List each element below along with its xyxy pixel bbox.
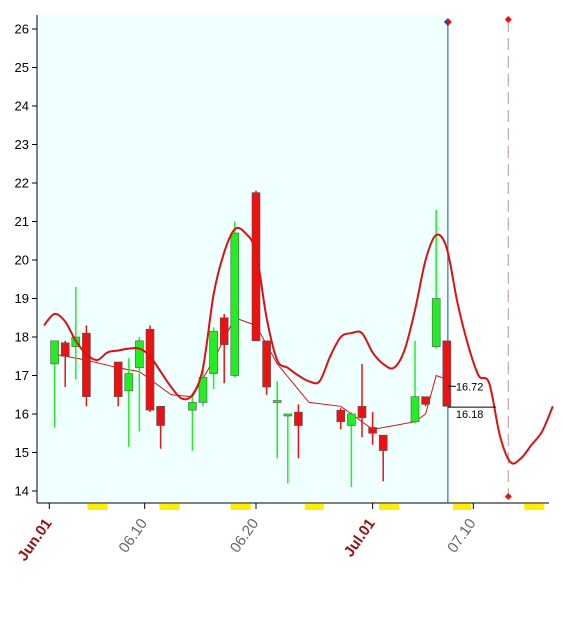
candle-body-up: [124, 373, 134, 392]
yellow-marker: [304, 504, 324, 510]
y-tick-label: 16: [15, 407, 29, 422]
candle-body-up: [135, 340, 144, 369]
candle-body-up: [50, 340, 59, 365]
candle-body-up: [410, 396, 420, 422]
candle-body-up: [230, 232, 240, 376]
x-tick-label: 06.10: [116, 516, 151, 557]
candle-body-up: [188, 402, 197, 411]
candle-body-down: [368, 427, 377, 434]
yellow-marker: [524, 504, 545, 510]
candle-body-down: [82, 332, 91, 397]
candle-body-up: [209, 330, 218, 374]
forecast-top-marker: [504, 15, 512, 24]
candle-body-down: [357, 405, 367, 419]
y-tick-label: 20: [15, 253, 29, 268]
yellow-marker: [461, 504, 472, 510]
y-tick-label: 19: [15, 291, 29, 306]
x-tick-label: 07.10: [444, 516, 479, 557]
y-tick-label: 18: [15, 330, 29, 345]
price-annotation: 16.72: [456, 381, 484, 393]
candle-body-down: [378, 434, 388, 451]
candle-body-down: [219, 317, 229, 346]
candle-body-down: [145, 328, 155, 411]
plot-area-background: [37, 15, 448, 503]
candle-body-down: [442, 340, 452, 407]
y-tick-label: 21: [15, 214, 29, 229]
yellow-marker: [453, 504, 462, 510]
y-tick-label: 23: [15, 137, 29, 152]
candle-body-up: [431, 298, 441, 347]
yellow-marker: [159, 504, 180, 510]
forecast-bottom-marker: [504, 492, 512, 501]
candle-body-down: [113, 361, 123, 397]
chart-marks: 16.72 16.18: [43, 15, 554, 503]
yellow-marker: [87, 504, 108, 510]
candle-body-down: [262, 340, 271, 388]
y-tick-label: 26: [15, 22, 29, 37]
candle-body-down: [294, 411, 303, 426]
yellow-markers: [87, 504, 545, 510]
candle-body-down: [251, 192, 261, 342]
current-day-marker-left: [443, 18, 448, 26]
yellow-marker: [230, 504, 251, 510]
y-tick-label: 17: [15, 368, 29, 383]
current-day-marker-right: [447, 18, 452, 26]
candle-body-down: [60, 342, 70, 357]
y-tick-label: 24: [15, 99, 29, 114]
candle-body-up: [272, 400, 282, 403]
price-annotation: 16.18: [456, 409, 484, 421]
x-tick-label: Jun.01: [14, 516, 55, 565]
candle-body-down: [421, 396, 430, 405]
candle-body-down: [336, 409, 346, 422]
forecast-area-background: [447, 15, 549, 503]
candle-body-up: [283, 413, 293, 417]
candle-body-down: [156, 405, 165, 426]
candle-body-up: [347, 413, 356, 426]
x-tick-label: 06.20: [227, 516, 262, 557]
y-axis: 14 15 16 17 18 19 20 21 22 23 24 25 26: [15, 15, 38, 503]
yellow-marker: [378, 504, 400, 510]
smooth-forecast-curve: [43, 226, 554, 465]
y-tick-label: 15: [15, 445, 29, 460]
y-tick-label: 14: [15, 484, 29, 499]
x-tick-label: Jul.01: [341, 516, 379, 561]
y-tick-label: 22: [15, 176, 29, 191]
candle-body-up: [198, 377, 208, 403]
y-tick-label: 25: [15, 60, 29, 75]
x-axis: Jun.01 06.10 06.20 Jul.01 07.10: [14, 502, 549, 565]
